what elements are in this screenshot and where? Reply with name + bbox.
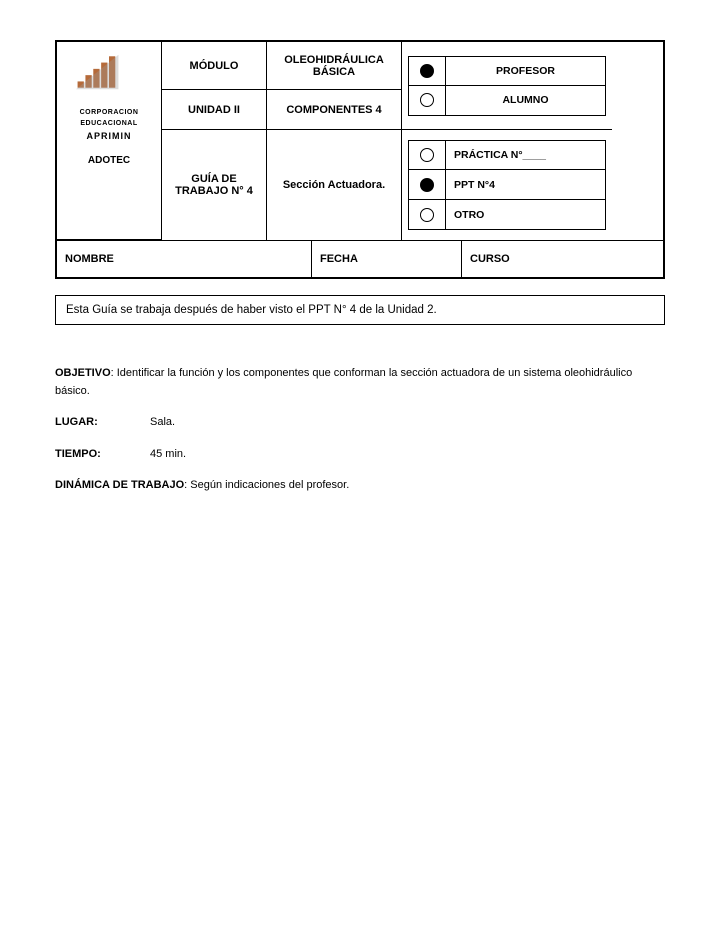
- body-text: OBJETIVO: Identificar la función y los c…: [55, 365, 665, 495]
- role-profesor: PROFESOR: [408, 56, 606, 86]
- check-practica: PRÁCTICA N°____: [408, 140, 606, 170]
- logo-corp2: EDUCACIONAL: [80, 120, 137, 127]
- lugar-row: LUGAR: Sala.: [55, 414, 665, 432]
- header-box: CORPORACION EDUCACIONAL APRIMIN ADOTEC M…: [55, 40, 665, 279]
- practica-label: PRÁCTICA N°____: [446, 141, 606, 169]
- roles-cell: PROFESOR ALUMNO: [402, 42, 612, 130]
- radio-ppt[interactable]: [420, 178, 434, 192]
- dinamica-row: DINÁMICA DE TRABAJO: Según indicaciones …: [55, 477, 665, 495]
- tiempo-row: TIEMPO: 45 min.: [55, 446, 665, 464]
- ppt-label: PPT N°4: [446, 170, 606, 199]
- footer-row: NOMBRE FECHA CURSO: [57, 240, 663, 277]
- header-grid: CORPORACION EDUCACIONAL APRIMIN ADOTEC M…: [57, 42, 663, 240]
- radio-profesor[interactable]: [420, 64, 434, 78]
- checks-cell: PRÁCTICA N°____ PPT N°4 OTRO: [402, 130, 612, 240]
- lugar-label: LUGAR:: [55, 414, 130, 432]
- radio-practica[interactable]: [420, 148, 434, 162]
- tiempo-value: 45 min.: [150, 446, 186, 464]
- radio-otro[interactable]: [420, 208, 434, 222]
- logo-aprimin: APRIMIN: [87, 131, 132, 141]
- objetivo-row: OBJETIVO: Identificar la función y los c…: [55, 365, 665, 400]
- radio-alumno[interactable]: [420, 93, 434, 107]
- profesor-label: PROFESOR: [446, 57, 606, 85]
- fecha-label: FECHA: [312, 241, 462, 277]
- lugar-value: Sala.: [150, 414, 175, 432]
- seccion-value: Sección Actuadora.: [267, 130, 402, 240]
- tiempo-label: TIEMPO:: [55, 446, 130, 464]
- guia-label: GUÍA DE TRABAJO N° 4: [162, 130, 267, 240]
- role-alumno: ALUMNO: [408, 86, 606, 116]
- modulo-label: MÓDULO: [162, 42, 267, 90]
- otro-label: OTRO: [446, 200, 606, 229]
- check-ppt: PPT N°4: [408, 170, 606, 200]
- componentes-value: COMPONENTES 4: [267, 90, 402, 130]
- logo-cell: CORPORACION EDUCACIONAL APRIMIN ADOTEC: [57, 42, 162, 240]
- check-otro: OTRO: [408, 200, 606, 230]
- note-box: Esta Guía se trabaja después de haber vi…: [55, 295, 665, 325]
- unidad-label: UNIDAD II: [162, 90, 267, 130]
- logo-icon: [69, 50, 149, 105]
- alumno-label: ALUMNO: [446, 86, 606, 115]
- curso-label: CURSO: [462, 241, 612, 277]
- adotec-label: ADOTEC: [88, 155, 130, 166]
- logo-corp1: CORPORACION: [80, 109, 139, 116]
- objetivo-text: : Identificar la función y los component…: [55, 367, 632, 397]
- dinamica-text: : Según indicaciones del profesor.: [184, 479, 349, 491]
- modulo-value: OLEOHIDRÁULICA BÁSICA: [267, 42, 402, 90]
- dinamica-label: DINÁMICA DE TRABAJO: [55, 479, 184, 491]
- objetivo-label: OBJETIVO: [55, 367, 111, 379]
- nombre-label: NOMBRE: [57, 241, 312, 277]
